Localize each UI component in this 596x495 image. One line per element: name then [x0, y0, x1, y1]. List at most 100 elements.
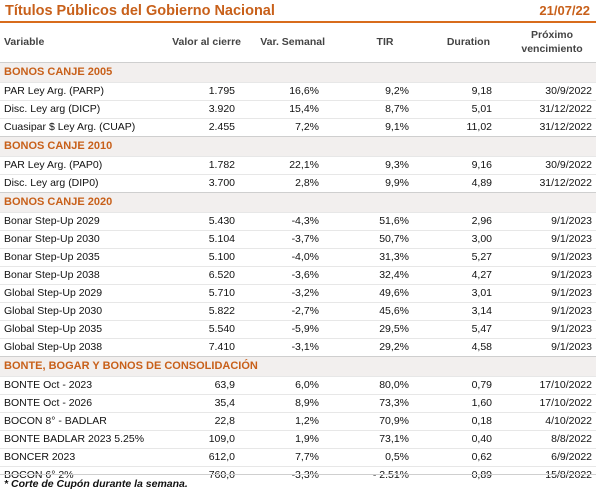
tir-cell: 29,2% [325, 337, 415, 356]
close-value-cell: 2.455 [152, 117, 241, 136]
weekly-change-cell: 6,0% [241, 375, 325, 394]
close-value-cell: 5.430 [152, 211, 241, 230]
close-value-cell: 1.795 [152, 81, 241, 100]
close-value-cell: 63,9 [152, 375, 241, 394]
weekly-change-cell: 2,8% [241, 173, 325, 192]
table-row: Global Step-Up 2030 5.822 -2,7% 45,6% 3,14 9/… [0, 301, 596, 320]
duration-cell: 5,27 [415, 247, 498, 266]
section-title: BONTE, BOGAR Y BONOS DE CONSOLIDACIÓN [0, 355, 596, 376]
table-body: BONOS CANJE 2005 PAR Ley Arg. (PARP) 1.795… [0, 61, 596, 484]
duration-cell: 5,01 [415, 99, 498, 118]
col-header-weekly: Var. Semanal [260, 36, 325, 49]
tir-cell: 49,6% [325, 283, 415, 302]
duration-cell: 0,62 [415, 447, 498, 466]
col-header-tir: TIR [376, 36, 394, 49]
weekly-change-cell: 7,7% [241, 447, 325, 466]
table-row: Global Step-Up 2038 7.410 -3,1% 29,2% 4,58 9/… [0, 337, 596, 356]
bond-name-cell: BONCER 2023 [0, 447, 152, 466]
weekly-change-cell: 16,6% [241, 81, 325, 100]
weekly-change-cell: -3,6% [241, 265, 325, 284]
section-header-row: BONOS CANJE 2010 [0, 135, 596, 156]
weekly-change-cell: -4,3% [241, 211, 325, 230]
weekly-change-cell: 7,2% [241, 117, 325, 136]
tir-cell: 70,9% [325, 411, 415, 430]
weekly-change-cell: 8,9% [241, 393, 325, 412]
maturity-cell: 9/1/2023 [498, 283, 596, 302]
close-value-cell: 5.100 [152, 247, 241, 266]
bonds-table: Variable Valor al cierre Var. Semanal TI… [0, 23, 596, 484]
duration-cell: 2,96 [415, 211, 498, 230]
close-value-cell: 6.520 [152, 265, 241, 284]
weekly-change-cell: -2,7% [241, 301, 325, 320]
table-row: Disc. Ley arg (DICP) 3.920 15,4% 8,7% 5,01 31… [0, 99, 596, 118]
weekly-change-cell: 22,1% [241, 155, 325, 174]
section-header-row: BONOS CANJE 2020 [0, 191, 596, 212]
close-value-cell: 1.782 [152, 155, 241, 174]
duration-cell: 5,47 [415, 319, 498, 338]
tir-cell: 0,5% [325, 447, 415, 466]
maturity-cell: 17/10/2022 [498, 393, 596, 412]
weekly-change-cell: -3,1% [241, 337, 325, 356]
title-bar: Títulos Públicos del Gobierno Nacional 2… [0, 0, 596, 23]
duration-cell: 3,14 [415, 301, 498, 320]
close-value-cell: 109,0 [152, 429, 241, 448]
tir-cell: 9,3% [325, 155, 415, 174]
table-row: Bonar Step-Up 2030 5.104 -3,7% 50,7% 3,00 9/1… [0, 229, 596, 248]
table-row: PAR Ley Arg. (PAP0) 1.782 22,1% 9,3% 9,16 30/… [0, 155, 596, 174]
bond-name-cell: BONTE Oct - 2023 [0, 375, 152, 394]
table-row: BONCER 2023 612,0 7,7% 0,5% 0,62 6/9/2022 [0, 447, 596, 466]
close-value-cell: 5.822 [152, 301, 241, 320]
section-title: BONOS CANJE 2005 [0, 61, 596, 82]
bond-name-cell: Disc. Ley arg (DICP) [0, 99, 152, 118]
section-title: BONOS CANJE 2020 [0, 191, 596, 212]
bond-name-cell: BOCON 8° - BADLAR [0, 411, 152, 430]
table-row: Disc. Ley arg (DIP0) 3.700 2,8% 9,9% 4,89 31/… [0, 173, 596, 192]
tir-cell: 32,4% [325, 265, 415, 284]
close-value-cell: 7.410 [152, 337, 241, 356]
maturity-cell: 9/1/2023 [498, 247, 596, 266]
footnote-divider [0, 474, 596, 475]
duration-cell: 9,18 [415, 81, 498, 100]
report-date: 21/07/22 [539, 3, 590, 18]
maturity-cell: 8/8/2022 [498, 429, 596, 448]
weekly-change-cell: -4,0% [241, 247, 325, 266]
duration-cell: 1,60 [415, 393, 498, 412]
bond-name-cell: Disc. Ley arg (DIP0) [0, 173, 152, 192]
duration-cell: 0,40 [415, 429, 498, 448]
duration-cell: 0,79 [415, 375, 498, 394]
weekly-change-cell: 1,9% [241, 429, 325, 448]
maturity-cell: 31/12/2022 [498, 117, 596, 136]
col-header-maturity: Próximo vencimiento [521, 29, 583, 56]
weekly-change-cell: -5,9% [241, 319, 325, 338]
close-value-cell: 22,8 [152, 411, 241, 430]
maturity-cell: 9/1/2023 [498, 319, 596, 338]
table-row: BONTE BADLAR 2023 5.25% 109,0 1,9% 73,1% 0,4… [0, 429, 596, 448]
maturity-cell: 9/1/2023 [498, 211, 596, 230]
weekly-change-cell: -3,2% [241, 283, 325, 302]
col-header-close: Valor al cierre [172, 36, 241, 49]
header-row: Variable Valor al cierre Var. Semanal TI… [0, 23, 596, 62]
bond-name-cell: PAR Ley Arg. (PARP) [0, 81, 152, 100]
close-value-cell: 3.700 [152, 173, 241, 192]
duration-cell: 3,01 [415, 283, 498, 302]
maturity-cell: 4/10/2022 [498, 411, 596, 430]
maturity-cell: 9/1/2023 [498, 337, 596, 356]
section-header-row: BONTE, BOGAR Y BONOS DE CONSOLIDACIÓN [0, 355, 596, 376]
tir-cell: 80,0% [325, 375, 415, 394]
maturity-cell: 30/9/2022 [498, 155, 596, 174]
section-header-row: BONOS CANJE 2005 [0, 61, 596, 82]
bond-name-cell: Bonar Step-Up 2029 [0, 211, 152, 230]
weekly-change-cell: 15,4% [241, 99, 325, 118]
weekly-change-cell: 1,2% [241, 411, 325, 430]
bond-name-cell: Bonar Step-Up 2035 [0, 247, 152, 266]
bond-name-cell: Global Step-Up 2038 [0, 337, 152, 356]
tir-cell: 73,3% [325, 393, 415, 412]
tir-cell: 9,2% [325, 81, 415, 100]
page-title: Títulos Públicos del Gobierno Nacional [5, 2, 275, 19]
maturity-cell: 31/12/2022 [498, 173, 596, 192]
duration-cell: 9,16 [415, 155, 498, 174]
tir-cell: 50,7% [325, 229, 415, 248]
tir-cell: 31,3% [325, 247, 415, 266]
table-row: BOCON 6° 2% 760,0 -3,3% - 2.51% 0,89 15/8/202… [0, 465, 596, 484]
